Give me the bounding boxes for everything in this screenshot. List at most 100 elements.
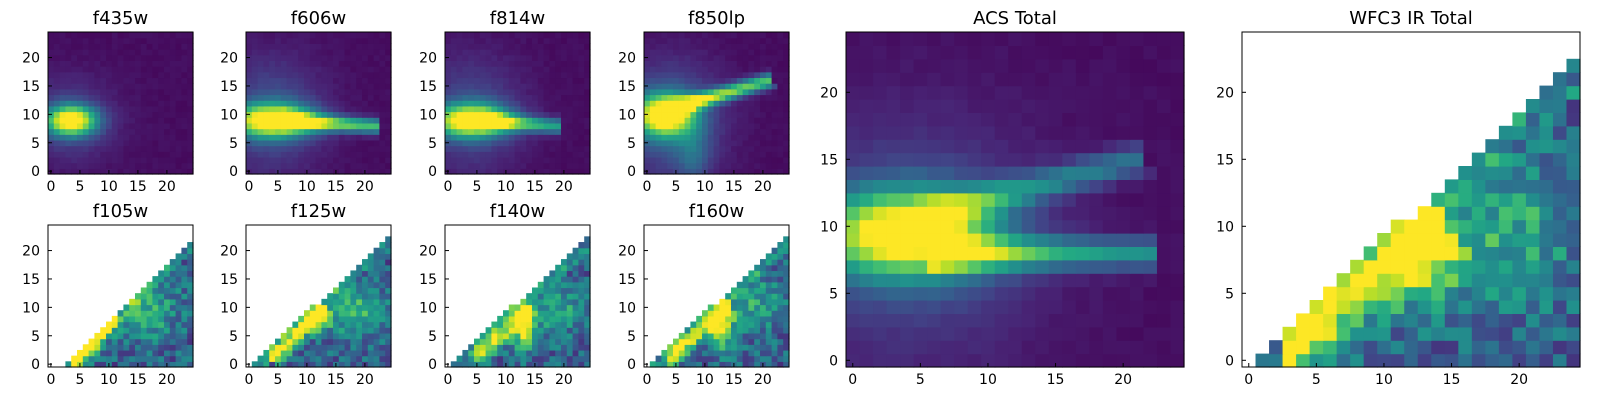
heatmap-cell <box>246 77 253 84</box>
heatmap-cell <box>59 151 66 158</box>
heatmap-cell <box>304 344 311 351</box>
heatmap-cell <box>678 168 686 175</box>
heatmap-cell <box>1512 259 1527 274</box>
heatmap-cell <box>309 83 317 90</box>
heatmap-cell <box>129 77 136 84</box>
heatmap-cell <box>748 287 755 294</box>
heatmap-cell <box>468 139 475 147</box>
heatmap-cell <box>344 287 351 294</box>
heatmap-cell <box>1116 246 1131 261</box>
x-tick-label: 20 <box>754 372 772 388</box>
heatmap-cell <box>379 349 386 357</box>
heatmap-cell <box>269 83 276 90</box>
heatmap-cell <box>859 353 874 368</box>
heatmap-cell <box>549 156 556 164</box>
heatmap-cell <box>1539 112 1554 127</box>
heatmap-cell <box>117 66 124 73</box>
heatmap-cell <box>1350 340 1365 355</box>
heatmap-cell <box>967 179 982 194</box>
heatmap-cell <box>578 43 585 50</box>
heatmap-cell <box>873 192 888 207</box>
heatmap-cell <box>100 361 107 368</box>
heatmap-cell <box>532 111 539 118</box>
heatmap-cell <box>532 66 539 73</box>
heatmap-cell <box>566 151 574 158</box>
heatmap-cell <box>362 276 369 283</box>
heatmap-cell <box>385 100 392 107</box>
heatmap-cell <box>175 134 182 141</box>
heatmap-cell <box>59 162 66 169</box>
heatmap-cell <box>140 66 148 73</box>
heatmap-cell <box>280 105 288 113</box>
heatmap-cell <box>497 100 504 107</box>
heatmap-cell <box>53 77 61 84</box>
heatmap-cell <box>315 66 322 73</box>
heatmap-cell <box>1129 273 1145 288</box>
heatmap-cell <box>187 83 194 90</box>
heatmap-cell <box>111 355 119 362</box>
heatmap-cell <box>846 179 861 194</box>
heatmap-cell <box>129 111 136 118</box>
heatmap-cell <box>702 151 709 158</box>
heatmap-cell <box>298 32 305 39</box>
heatmap-cell <box>649 49 657 56</box>
heatmap-cell <box>572 32 579 39</box>
heatmap-cell <box>385 94 392 101</box>
heatmap-cell <box>456 100 463 107</box>
heatmap-cell <box>181 83 188 90</box>
heatmap-cell <box>181 134 188 141</box>
heatmap-cell <box>702 71 709 79</box>
heatmap-cell <box>1089 326 1104 341</box>
heatmap-cell <box>644 60 651 67</box>
heatmap-cell <box>572 327 579 334</box>
heatmap-cell <box>967 286 982 301</box>
heatmap-cell <box>327 344 334 351</box>
heatmap-cell <box>873 32 888 46</box>
heatmap-cell <box>94 37 101 44</box>
heatmap-cell <box>338 49 346 56</box>
heatmap-cell <box>532 94 539 101</box>
heatmap-cell <box>514 162 521 169</box>
heatmap-cell <box>514 310 521 317</box>
heatmap-cell <box>1143 353 1158 368</box>
heatmap-cell <box>117 77 124 84</box>
heatmap-cell <box>135 310 142 317</box>
heatmap-cell <box>777 304 784 311</box>
heatmap-cell <box>379 139 386 147</box>
heatmap-cell <box>379 168 386 175</box>
heatmap-cell <box>707 83 715 90</box>
heatmap-cell <box>783 310 790 317</box>
y-tick-label: 0 <box>229 164 238 180</box>
heatmap-cell <box>123 122 130 130</box>
heatmap-cell <box>667 355 674 362</box>
heatmap-cell <box>456 83 463 90</box>
heatmap-cell <box>748 298 755 306</box>
heatmap-cell <box>555 310 562 317</box>
heatmap-cell <box>140 139 148 147</box>
x-tick-label: 10 <box>497 372 515 388</box>
heatmap-cell <box>106 344 113 351</box>
heatmap-cell <box>373 315 380 323</box>
heatmap-cell <box>748 281 755 289</box>
heatmap-cell <box>736 327 744 334</box>
heatmap-cell <box>367 168 375 175</box>
heatmap-cell <box>462 66 469 73</box>
heatmap-cell <box>251 100 259 107</box>
heatmap-cell <box>175 54 182 61</box>
heatmap-cell <box>713 88 720 96</box>
heatmap-cell <box>450 117 458 124</box>
heatmap-cell <box>1075 233 1090 247</box>
heatmap-cell <box>344 77 351 84</box>
heatmap-cell <box>367 151 375 158</box>
heatmap-cell <box>1525 206 1541 221</box>
heatmap-cell <box>479 32 487 39</box>
heatmap-cell <box>1566 286 1581 301</box>
heatmap-cell <box>1062 32 1077 46</box>
heatmap-cell <box>994 233 1009 247</box>
heatmap-cell <box>520 349 527 357</box>
heatmap-cell <box>315 100 322 107</box>
heatmap-cell <box>777 344 784 351</box>
heatmap-cell <box>584 349 591 357</box>
heatmap-cell <box>584 338 591 345</box>
heatmap-cell <box>690 168 697 175</box>
